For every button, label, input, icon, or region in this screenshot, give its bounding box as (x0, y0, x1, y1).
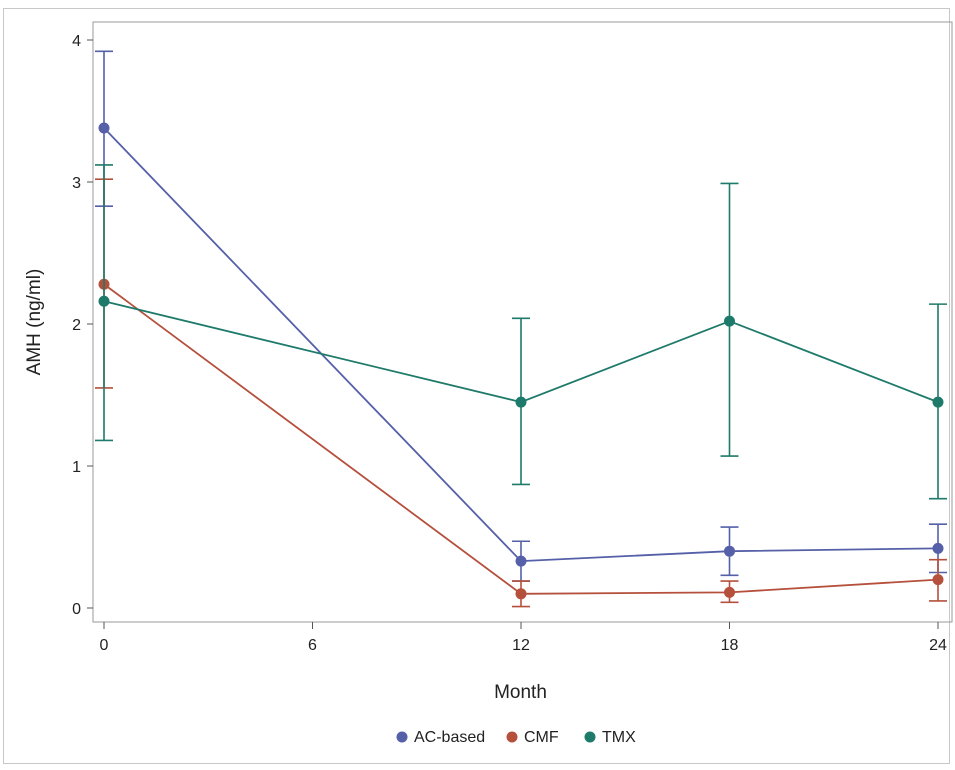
point-cmf (724, 586, 735, 598)
x-tick-label: 24 (929, 637, 947, 654)
legend-label-ac-based: AC-based (414, 729, 485, 746)
legend-label-tmx: TMX (602, 729, 636, 746)
legend-label-cmf: CMF (524, 729, 559, 746)
line-cmf (103, 283, 939, 595)
point-tmx (724, 315, 735, 327)
line-ac-based (103, 127, 939, 563)
legend-marker-tmx (584, 731, 596, 743)
point-cmf (515, 588, 527, 600)
legend-item-tmx: TMX (584, 729, 636, 746)
chart-frame (3, 8, 950, 764)
point-cmf (932, 574, 944, 586)
point-ac-based (515, 555, 527, 567)
y-tick-label: 2 (72, 317, 81, 334)
point-tmx (98, 295, 110, 307)
plot-area (92, 21, 953, 623)
y-tick-label: 1 (72, 459, 81, 476)
point-ac-based (932, 542, 944, 554)
y-axis: 0 1 2 3 4 (72, 33, 93, 618)
series-cmf (95, 178, 947, 608)
x-tick-label: 12 (512, 637, 530, 654)
legend-marker-cmf (506, 731, 518, 743)
series-layer (95, 50, 947, 608)
x-tick-label: 6 (308, 637, 317, 654)
x-axis: 0 6 12 18 24 (100, 622, 947, 654)
point-ac-based (98, 122, 110, 134)
y-tick-label: 4 (72, 33, 81, 50)
legend-marker-ac-based (396, 731, 408, 743)
point-ac-based (724, 545, 735, 557)
legend-item-cmf: CMF (506, 729, 559, 746)
series-ac-based (95, 50, 947, 582)
line-tmx (103, 300, 939, 404)
point-tmx (932, 396, 944, 408)
y-tick-label: 3 (72, 175, 81, 192)
y-tick-label: 0 (72, 601, 81, 618)
x-tick-label: 0 (100, 637, 109, 654)
x-tick-label: 18 (721, 637, 739, 654)
point-tmx (515, 396, 527, 408)
series-tmx (95, 164, 947, 500)
plot-border (92, 21, 953, 623)
y-axis-title: AMH (ng/ml) (24, 269, 45, 376)
legend-item-ac-based: AC-based (396, 729, 485, 746)
legend: AC-based CMF TMX (396, 729, 636, 746)
x-axis-title: Month (494, 682, 547, 703)
